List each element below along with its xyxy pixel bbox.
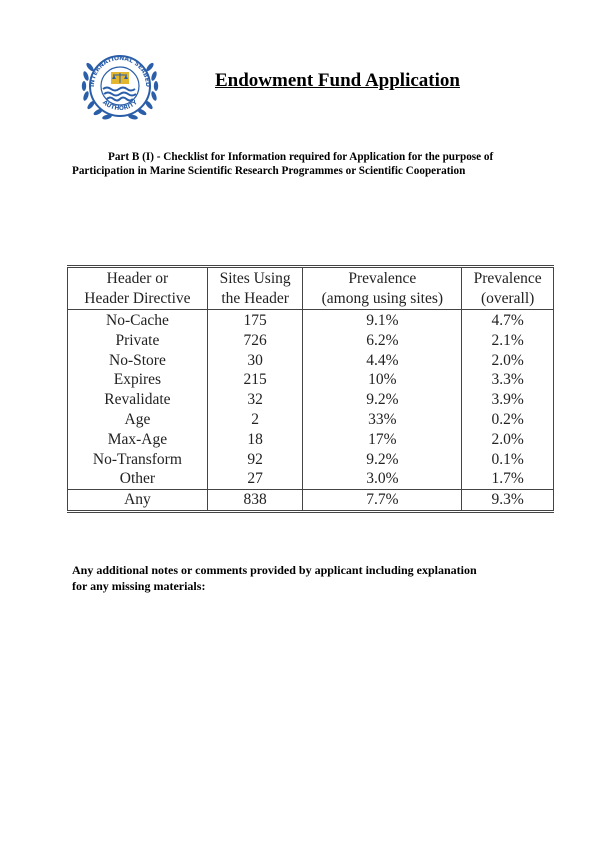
table-row: No-Store 30 4.4% 2.0% [67, 350, 554, 371]
cell-directive: Age [67, 409, 208, 430]
cell-directive: Private [67, 330, 208, 351]
cell-directive: No-Transform [67, 449, 208, 470]
table-row: No-Transform 92 9.2% 0.1% [67, 449, 554, 470]
cell-prevalence-using: 6.2% [302, 330, 462, 351]
embedded-table-image: Header or Header Directive Sites Using t… [64, 215, 560, 550]
column-header-prevalence-using: Prevalence (among using sites) [302, 266, 462, 310]
cell-directive: No-Cache [67, 309, 208, 331]
table-row: Private 726 6.2% 2.1% [67, 330, 554, 351]
cell-prevalence-overall: 0.2% [461, 409, 554, 430]
cell-prevalence-using: 4.4% [302, 350, 462, 371]
cell-sites: 32 [206, 390, 303, 410]
table-row: Age 2 33% 0.2% [67, 409, 554, 430]
column-header-prevalence-overall: Prevalence (overall) [461, 266, 554, 310]
cell-directive: Expires [67, 370, 208, 391]
cell-prevalence-using: 33% [302, 409, 462, 430]
cell-directive: Any [67, 489, 208, 512]
cell-sites: 27 [206, 469, 303, 490]
cell-prevalence-overall: 4.7% [461, 309, 554, 331]
table-header-row: Header or Header Directive Sites Using t… [67, 266, 554, 310]
cell-prevalence-overall: 2.1% [461, 330, 554, 351]
cell-sites: 838 [206, 489, 303, 512]
column-header-sites: Sites Using the Header [206, 266, 303, 310]
cell-directive: Max-Age [67, 429, 208, 450]
notes-line-1: Any additional notes or comments provide… [72, 563, 477, 577]
table-row: Revalidate 32 9.2% 3.9% [67, 390, 554, 410]
table-row: Other 27 3.0% 1.7% [67, 469, 554, 490]
cell-directive: Revalidate [67, 390, 208, 410]
cell-prevalence-using: 9.1% [302, 309, 462, 331]
cell-prevalence-overall: 3.3% [461, 370, 554, 391]
cell-prevalence-overall: 9.3% [461, 489, 554, 512]
cell-prevalence-overall: 2.0% [461, 429, 554, 450]
cell-sites: 2 [206, 409, 303, 430]
cell-prevalence-overall: 2.0% [461, 350, 554, 371]
notes-line-2: for any missing materials: [72, 579, 206, 593]
cell-prevalence-overall: 0.1% [461, 449, 554, 470]
cell-sites: 726 [206, 330, 303, 351]
cell-directive: Other [67, 469, 208, 490]
page-title: Endowment Fund Application [215, 70, 460, 91]
cell-sites: 92 [206, 449, 303, 470]
cell-sites: 18 [206, 429, 303, 450]
cell-prevalence-using: 9.2% [302, 390, 462, 410]
cell-prevalence-overall: 1.7% [461, 469, 554, 490]
table-row: Max-Age 18 17% 2.0% [67, 429, 554, 450]
table-row: No-Cache 175 9.1% 4.7% [67, 309, 554, 331]
section-heading: Part B (I) - Checklist for Information r… [72, 150, 542, 178]
cell-prevalence-overall: 3.9% [461, 390, 554, 410]
cell-prevalence-using: 17% [302, 429, 462, 450]
cell-sites: 175 [206, 309, 303, 331]
cell-sites: 30 [206, 350, 303, 371]
cell-prevalence-using: 9.2% [302, 449, 462, 470]
section-heading-line-2: Participation in Marine Scientific Resea… [72, 165, 466, 177]
table-row: Expires 215 10% 3.3% [67, 370, 554, 391]
cell-prevalence-using: 3.0% [302, 469, 462, 490]
column-header-directive: Header or Header Directive [67, 266, 208, 310]
header-prevalence-table: Header or Header Directive Sites Using t… [67, 265, 554, 513]
table-total-row: Any 838 7.7% 9.3% [67, 489, 554, 512]
cell-sites: 215 [206, 370, 303, 391]
section-heading-line-1: Part B (I) - Checklist for Information r… [108, 151, 494, 163]
applicant-notes-prompt: Any additional notes or comments provide… [72, 562, 477, 594]
cell-prevalence-using: 7.7% [302, 489, 462, 512]
cell-directive: No-Store [67, 350, 208, 371]
isa-emblem-logo: INTERNATIONAL SEABED AUTHORITY [81, 55, 159, 120]
cell-prevalence-using: 10% [302, 370, 462, 391]
